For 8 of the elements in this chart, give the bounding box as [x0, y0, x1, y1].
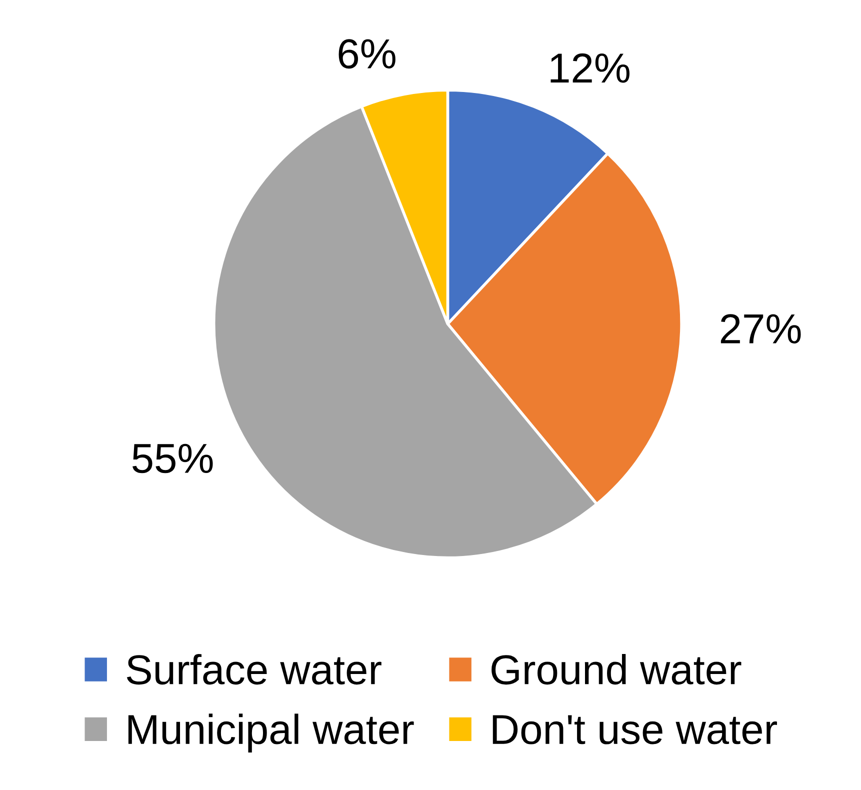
data-label: 55%: [132, 444, 213, 474]
legend-label: Municipal water: [128, 714, 414, 752]
legend-label: Ground water: [492, 654, 742, 685]
data-label: 6%: [338, 39, 396, 69]
legend-label: Surface water: [126, 654, 382, 685]
legend-label: Don't use water: [492, 715, 777, 744]
data-label: 12%: [550, 53, 630, 83]
data-label: 27%: [720, 314, 801, 344]
